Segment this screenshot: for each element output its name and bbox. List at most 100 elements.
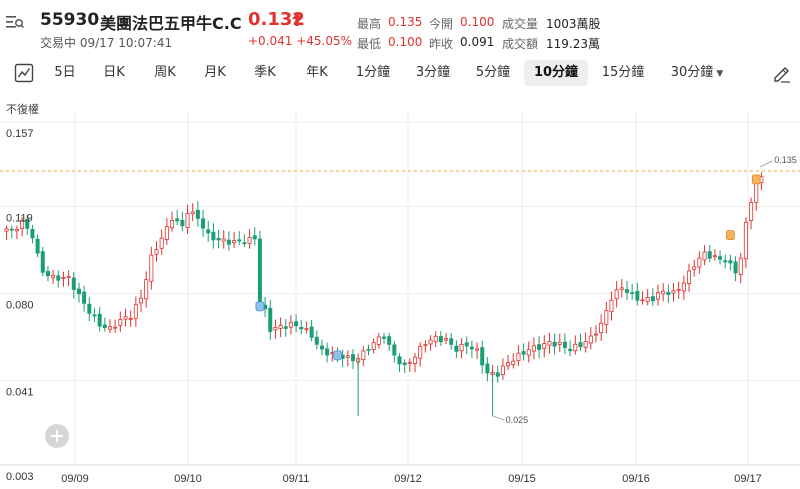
sell-marker-icon[interactable]: [751, 174, 761, 185]
candle-body: [40, 251, 45, 273]
candle-body: [552, 341, 557, 347]
price-change: +0.041 +45.05%: [248, 34, 353, 48]
candle-body: [743, 221, 748, 260]
candle-body: [4, 228, 9, 232]
x-tick-label: 09/15: [508, 473, 536, 485]
candle-body: [609, 299, 614, 313]
stock-code: 55930: [40, 10, 100, 30]
candle-body: [454, 345, 459, 352]
candle-body: [723, 260, 728, 263]
add-indicator-button[interactable]: [45, 424, 69, 448]
candle-body: [588, 335, 593, 344]
candle-body: [630, 292, 635, 294]
candle-body: [128, 317, 133, 320]
candle-body: [459, 343, 464, 352]
candle-body: [56, 275, 61, 281]
candle-body: [232, 240, 237, 244]
candle-body: [469, 346, 474, 350]
tab-year-k[interactable]: 年K: [306, 65, 328, 80]
last-price: 0.132: [248, 9, 305, 30]
tab-15-min[interactable]: 15分鐘: [601, 65, 645, 80]
y-tick-label: 0.080: [6, 300, 34, 312]
menu-search-icon[interactable]: [6, 14, 24, 30]
candle-body: [226, 239, 231, 245]
buy-marker-icon[interactable]: [333, 350, 342, 361]
tab-10-min[interactable]: 10分鐘: [524, 60, 588, 86]
candle-body: [666, 291, 671, 295]
candle-body: [195, 209, 200, 219]
candle-body: [418, 346, 423, 359]
candle-body: [175, 218, 180, 222]
tab-30-min-dropdown[interactable]: 30分鐘 ▼: [670, 65, 724, 80]
draw-tool-icon[interactable]: [772, 63, 792, 83]
candle-body: [557, 342, 562, 345]
buy-marker-icon[interactable]: [255, 301, 265, 312]
y-tick-label: 0.041: [6, 386, 34, 398]
candle-body: [268, 307, 273, 332]
stat-label-volume: 成交量: [502, 17, 539, 31]
candle-body: [71, 277, 76, 290]
candle-body: [542, 343, 547, 349]
arrow-up-icon: [292, 13, 302, 26]
sell-marker-icon[interactable]: [725, 230, 735, 240]
tab-5-min[interactable]: 5分鐘: [475, 65, 511, 80]
candle-body: [712, 255, 717, 258]
candle-body: [170, 219, 175, 229]
candle-body: [521, 351, 526, 355]
candle-body: [216, 238, 221, 241]
candle-body: [531, 345, 536, 352]
candle-body: [728, 260, 733, 264]
tab-1-min[interactable]: 1分鐘: [355, 65, 391, 80]
max-label-leader: [760, 160, 773, 168]
candle-body: [402, 362, 407, 365]
tab-quarter-k[interactable]: 季K: [254, 65, 276, 80]
candle-body: [650, 296, 655, 302]
candle-body: [702, 251, 707, 261]
min-value-label: 0.025: [506, 415, 529, 425]
candle-body: [51, 274, 56, 278]
candle-body: [30, 228, 35, 239]
candle-body: [102, 324, 107, 329]
candle-body: [87, 303, 92, 314]
tab-day-k[interactable]: 日K: [103, 65, 125, 80]
candle-body: [113, 326, 118, 329]
candle-body: [325, 348, 330, 356]
candle-body: [345, 355, 350, 358]
candle-body: [185, 213, 190, 228]
candle-body: [604, 310, 609, 325]
tab-5-day[interactable]: 5日: [54, 65, 76, 80]
stat-label-turnover: 成交額: [502, 37, 539, 51]
stat-value-prev-close: 0.091: [460, 35, 495, 49]
max-value-label: 0.135: [774, 155, 797, 165]
candle-body: [278, 324, 283, 329]
candle-body: [257, 238, 262, 304]
candle-body: [661, 290, 666, 295]
min-label-leader: [492, 415, 505, 421]
candle-body: [707, 251, 712, 259]
candle-body: [283, 326, 288, 329]
plus-icon: [51, 430, 63, 442]
candle-body: [118, 318, 123, 326]
tab-week-k[interactable]: 周K: [154, 65, 176, 80]
candle-body: [718, 256, 723, 260]
candle-body: [485, 363, 490, 374]
candle-body: [61, 277, 66, 279]
candle-body: [506, 362, 511, 367]
chart-type-icon[interactable]: [14, 63, 34, 83]
candle-body: [593, 333, 598, 336]
candle-body: [20, 220, 25, 230]
candle-body: [45, 270, 50, 277]
candle-body: [149, 254, 154, 282]
candle-body: [35, 238, 40, 254]
x-tick-label: 09/17: [734, 473, 762, 485]
candle-body: [25, 218, 30, 229]
tab-3-min[interactable]: 3分鐘: [415, 65, 451, 80]
tab-month-k[interactable]: 月K: [204, 65, 226, 80]
stat-label-open: 今開: [429, 17, 454, 31]
candle-body: [526, 349, 531, 356]
candle-body: [438, 336, 443, 343]
candle-body: [9, 228, 14, 231]
quote-header: 55930 美團法巴五甲牛C.C 0.132 交易中 09/17 10:07:4…: [0, 0, 800, 58]
candle-body: [314, 336, 319, 345]
price-adjust-label[interactable]: 不復權: [6, 103, 39, 116]
